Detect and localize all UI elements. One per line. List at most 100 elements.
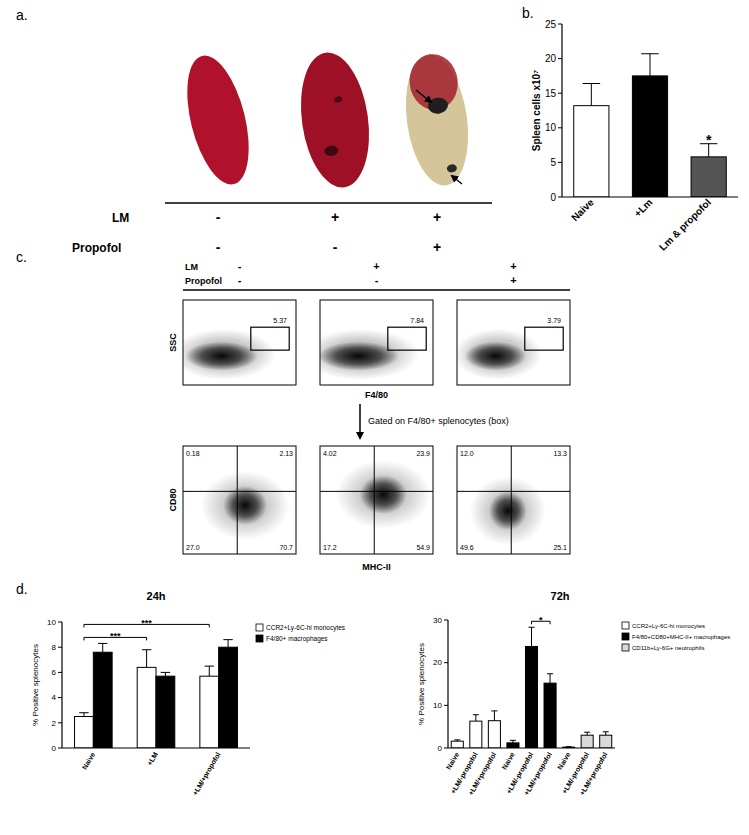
significance: * bbox=[539, 615, 543, 625]
bar bbox=[525, 646, 537, 748]
bar bbox=[93, 652, 112, 748]
bar bbox=[75, 717, 94, 749]
quadrant-value: 4.02 bbox=[323, 450, 337, 457]
spleen bbox=[176, 49, 260, 190]
event-cloud bbox=[183, 329, 276, 380]
chart-title: 72h bbox=[551, 590, 570, 602]
y-tick bbox=[58, 748, 62, 749]
plot-frame bbox=[457, 446, 570, 554]
x-axis bbox=[62, 747, 250, 748]
legend-label: F4/80+CD80+MHC-II+ macrophages bbox=[632, 634, 730, 640]
x-tick-label: Lm & propofol bbox=[657, 196, 713, 252]
sign: + bbox=[433, 239, 441, 255]
plot-area bbox=[451, 627, 612, 748]
error-bar bbox=[491, 711, 497, 721]
header-rule bbox=[165, 202, 492, 204]
error-bar bbox=[454, 740, 460, 741]
x-tick-label: +LM bbox=[146, 751, 159, 767]
x-tick-label: +Lm bbox=[632, 197, 655, 220]
y-axis-label: % Positive splenocytes bbox=[417, 643, 426, 725]
legend-swatch bbox=[622, 633, 629, 640]
spleen bbox=[398, 50, 476, 189]
gate bbox=[251, 327, 289, 350]
x-axis bbox=[448, 747, 615, 748]
x-tick-label: +LM/+propofol bbox=[523, 751, 554, 797]
y-axis bbox=[447, 620, 448, 748]
legend-label: CD11b+Ly-6G+ neutrophils bbox=[632, 645, 704, 651]
gate-value: 7.84 bbox=[410, 317, 424, 324]
bar bbox=[488, 721, 500, 748]
significance: * bbox=[706, 132, 712, 148]
y-tick-label: 10 bbox=[47, 618, 56, 627]
quadrant-value: 49.6 bbox=[460, 544, 474, 551]
y-tick bbox=[558, 197, 562, 198]
quadrant-line bbox=[374, 446, 375, 554]
y-tick bbox=[58, 647, 62, 648]
y-tick-label: 10 bbox=[433, 701, 442, 710]
quadrant-value: 25.1 bbox=[553, 544, 567, 551]
y-tick-label: 6 bbox=[52, 668, 57, 677]
event-cloud bbox=[465, 342, 526, 371]
y-tick-label: 20 bbox=[433, 658, 442, 667]
gate bbox=[525, 327, 563, 350]
y-tick bbox=[558, 24, 562, 25]
bar bbox=[632, 76, 667, 197]
y-tick bbox=[58, 697, 62, 698]
bar bbox=[581, 735, 593, 748]
panel-label: b. bbox=[522, 5, 534, 21]
arrow bbox=[359, 404, 361, 438]
panel-label: a. bbox=[16, 7, 28, 23]
sign: + bbox=[331, 209, 339, 225]
error-bar bbox=[79, 713, 88, 717]
bar bbox=[691, 157, 726, 197]
quadrant-value: 13.3 bbox=[553, 450, 567, 457]
sign: + bbox=[433, 209, 441, 225]
x-tick-label: +LM/+propofol bbox=[578, 751, 609, 797]
dot-plot bbox=[320, 329, 419, 380]
y-tick-label: 15 bbox=[545, 88, 557, 99]
figure: a.b.c.d.LM-++Propofol--+LM-++Propofol--+… bbox=[0, 0, 749, 835]
bar bbox=[470, 721, 482, 748]
plot-frame bbox=[457, 300, 570, 385]
error-bar bbox=[584, 732, 590, 735]
y-axis bbox=[61, 622, 62, 748]
y-tick-label: 4 bbox=[52, 693, 57, 702]
quadrant-line bbox=[320, 491, 433, 492]
gate bbox=[388, 327, 426, 350]
significance: *** bbox=[110, 631, 121, 641]
y-tick-label: 5 bbox=[550, 157, 556, 168]
plot-frame bbox=[320, 446, 433, 554]
error-bar bbox=[223, 640, 232, 648]
y-tick-label: 20 bbox=[545, 53, 557, 64]
y-tick bbox=[558, 127, 562, 128]
y-tick bbox=[444, 748, 448, 749]
event-cloud bbox=[457, 329, 542, 380]
row-label: LM bbox=[112, 211, 129, 225]
bar bbox=[544, 683, 556, 748]
y-tick bbox=[558, 162, 562, 163]
legend-swatch bbox=[622, 622, 629, 629]
sign: + bbox=[510, 274, 516, 286]
dot-plot bbox=[470, 476, 546, 545]
x-tick-label: Naive bbox=[569, 196, 596, 223]
y-axis-label: % Positive splenocytes bbox=[31, 644, 40, 726]
significance: *** bbox=[141, 618, 152, 628]
bar bbox=[451, 741, 463, 748]
lesion bbox=[324, 145, 339, 157]
event-cloud bbox=[336, 460, 431, 529]
plot-frame bbox=[183, 300, 296, 385]
y-tick bbox=[558, 93, 562, 94]
row-label: Propofol bbox=[185, 276, 222, 286]
quadrant-value: 2.13 bbox=[279, 450, 293, 457]
y-tick-label: 2 bbox=[52, 719, 57, 728]
spleen-photo bbox=[176, 49, 260, 190]
row-label: LM bbox=[185, 262, 198, 272]
note: Gated on F4/80+ splenocytes (box) bbox=[368, 416, 509, 426]
row-label: Propofol bbox=[72, 241, 121, 255]
plot-frame bbox=[320, 300, 433, 385]
y-tick-label: 10 bbox=[545, 122, 557, 133]
bar bbox=[574, 106, 609, 197]
gate-value: 3.79 bbox=[547, 317, 561, 324]
axis-label: F4/80 bbox=[365, 390, 388, 400]
panel-label: d. bbox=[16, 581, 28, 597]
